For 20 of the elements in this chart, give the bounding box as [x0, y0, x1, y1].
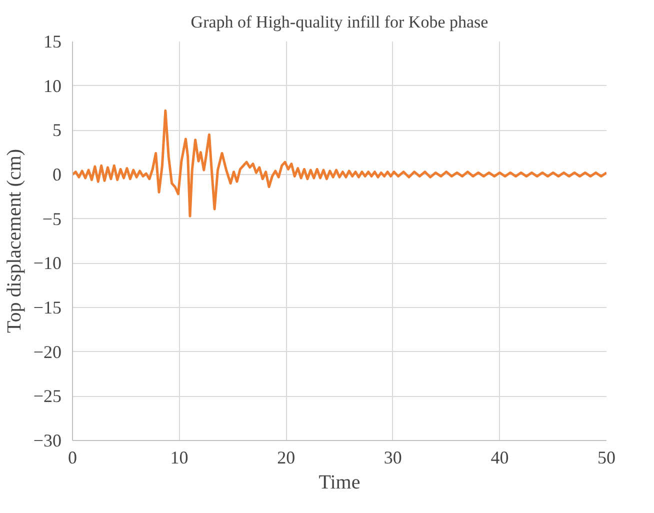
- y-tick-label: −20: [33, 342, 62, 362]
- y-tick-label: 0: [52, 164, 62, 184]
- y-tick-label: 5: [52, 120, 62, 140]
- y-tick-label: −10: [33, 253, 62, 274]
- x-tick-label: 20: [277, 448, 296, 468]
- x-axis-title: Time: [318, 472, 360, 494]
- y-tick-label: −30: [33, 430, 62, 450]
- x-tick-label: 0: [68, 448, 77, 468]
- x-tick-label: 50: [598, 448, 616, 468]
- y-tick-label: −25: [33, 386, 62, 406]
- y-tick-label: 10: [44, 76, 62, 96]
- x-tick-label: 30: [384, 448, 402, 468]
- y-tick-label: −5: [42, 208, 62, 229]
- x-tick-label: 10: [170, 448, 188, 468]
- line-series: [72, 109, 606, 218]
- y-tick-label: −15: [33, 298, 62, 318]
- y-axis-title: Top displacement (cm): [3, 148, 26, 334]
- x-tick-label: 40: [490, 448, 509, 468]
- chart-title: Graph of High-quality infill for Kobe phase: [190, 12, 488, 32]
- y-tick-label: 15: [44, 32, 62, 52]
